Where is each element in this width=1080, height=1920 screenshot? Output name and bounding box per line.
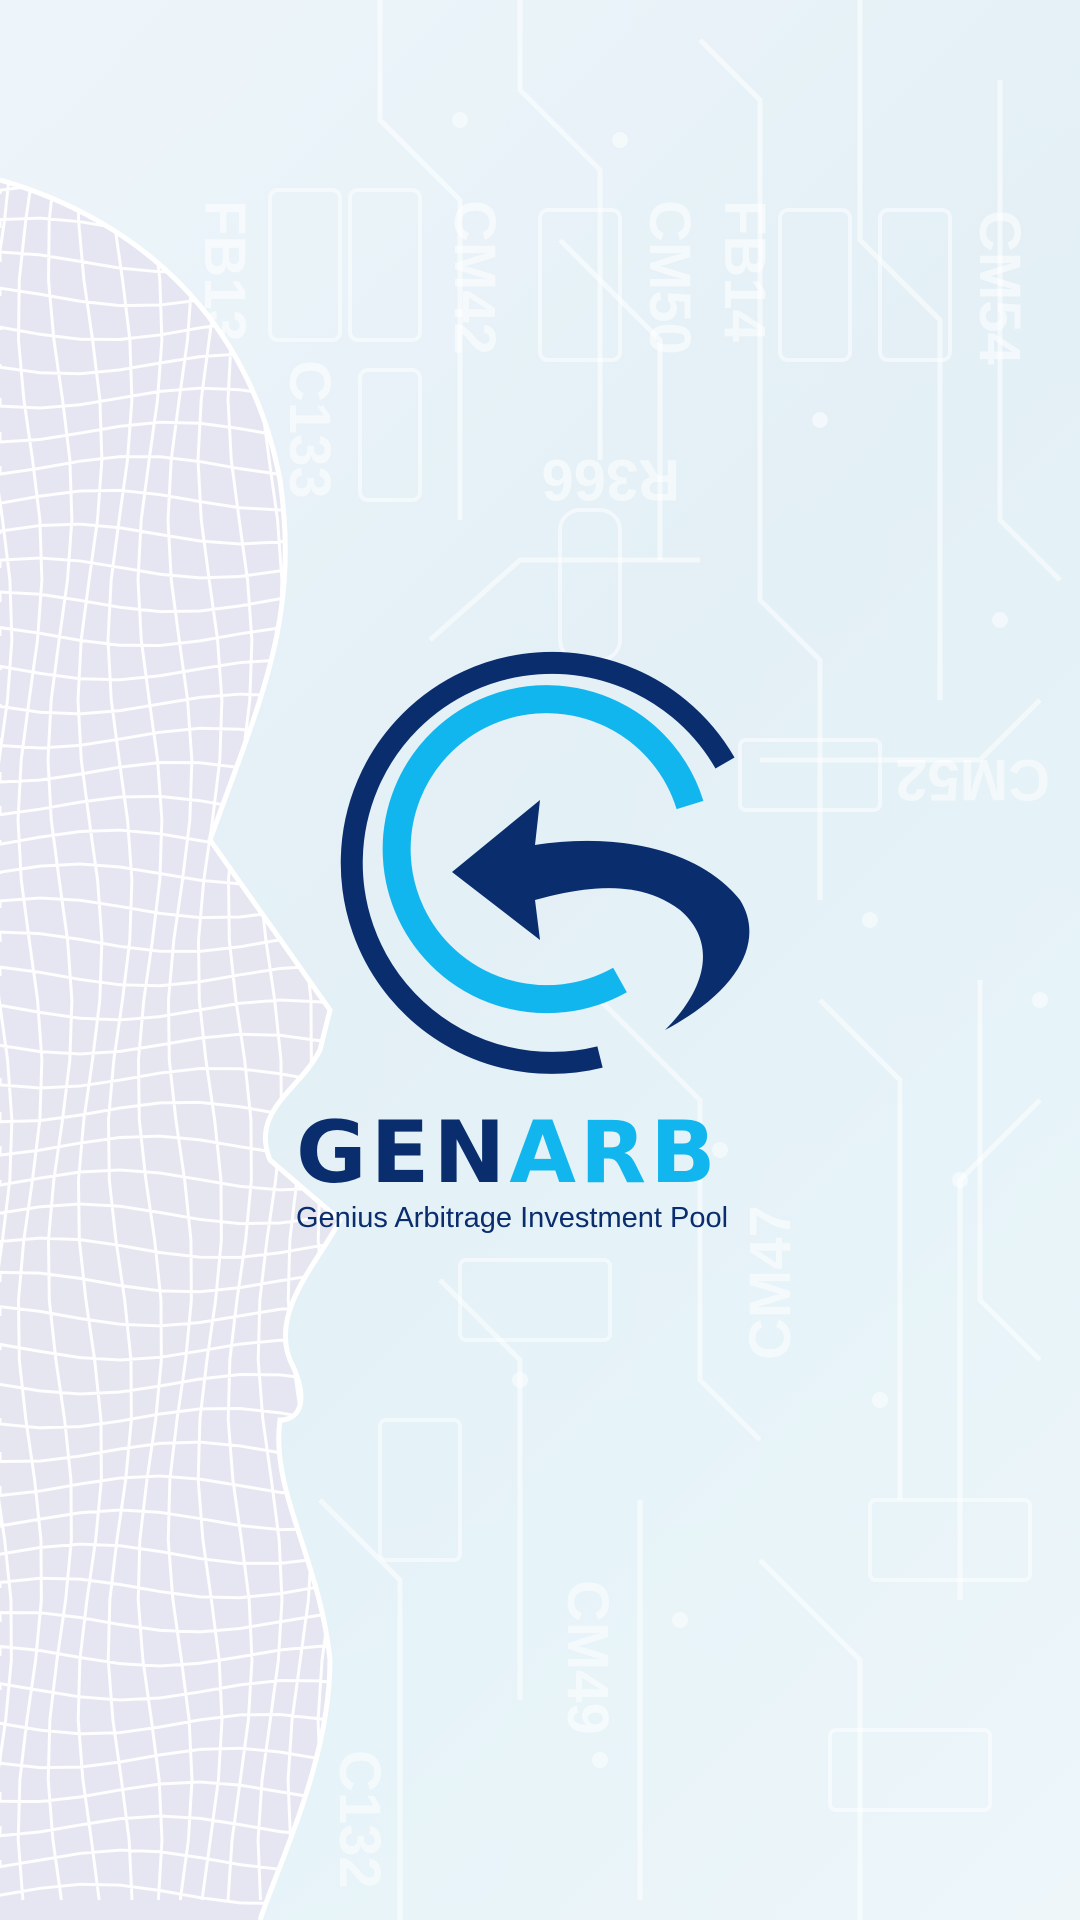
- brand-block: [0, 640, 1080, 1240]
- board-label: R366: [541, 447, 680, 512]
- circular-arrow-logo-icon: [340, 651, 750, 1074]
- brand-wordmark: GENARB: [296, 1108, 786, 1198]
- board-label: CM52: [895, 747, 1050, 812]
- brand-name-part-b: ARB: [509, 1103, 720, 1203]
- board-label: C133: [277, 360, 342, 499]
- board-label: FB14: [712, 200, 777, 342]
- brand-tagline: Genius Arbitrage Investment Pool: [296, 1202, 729, 1234]
- board-label: CM54: [967, 210, 1032, 365]
- board-label: CM50: [637, 200, 702, 355]
- board-label: CM49: [555, 1580, 620, 1735]
- board-label: C132: [327, 1750, 392, 1889]
- board-label: CM42: [442, 200, 507, 355]
- brand-name-part-a: GEN: [296, 1103, 510, 1203]
- board-label: CM47: [738, 1205, 803, 1360]
